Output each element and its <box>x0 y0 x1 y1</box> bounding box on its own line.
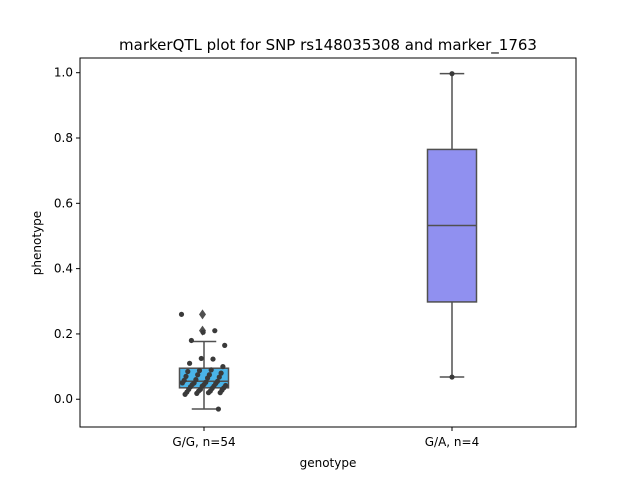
data-point <box>188 337 194 344</box>
x-tick-label: G/G, n=54 <box>172 435 235 449</box>
chart-title: markerQTL plot for SNP rs148035308 and m… <box>119 36 537 55</box>
data-point <box>212 328 218 334</box>
y-tick-label: 0.8 <box>54 131 73 145</box>
data-point <box>182 391 188 397</box>
data-point <box>195 372 201 378</box>
data-point <box>179 380 185 386</box>
data-point <box>185 368 191 375</box>
data-point <box>196 367 203 374</box>
data-point <box>178 311 185 317</box>
data-point <box>205 390 212 396</box>
data-point <box>200 329 206 335</box>
y-axis: 0.0 0.2 0.4 0.6 0.8 1.0 <box>54 66 80 406</box>
data-point <box>218 370 224 376</box>
x-tick-label: G/A, n=4 <box>425 435 479 449</box>
data-point <box>183 373 189 379</box>
data-point <box>449 71 455 77</box>
y-tick-label: 0.6 <box>54 196 73 210</box>
plot-area <box>178 71 478 412</box>
data-point <box>205 375 211 381</box>
data-point <box>222 342 228 348</box>
x-axis: G/G, n=54 G/A, n=4 <box>172 427 479 449</box>
y-tick-label: 0.4 <box>54 262 73 276</box>
y-tick-label: 0.2 <box>54 327 73 341</box>
x-axis-title: genotype <box>300 456 357 470</box>
y-axis-title: phenotype <box>30 211 44 275</box>
outlier-marker <box>199 309 206 320</box>
data-point <box>449 374 455 380</box>
data-point <box>187 360 193 366</box>
data-point <box>217 390 223 396</box>
data-point <box>215 406 221 412</box>
plot-frame <box>79 57 577 428</box>
y-tick-label: 0.0 <box>54 392 73 406</box>
data-point <box>210 356 216 362</box>
data-point <box>198 355 204 362</box>
data-point <box>208 367 214 373</box>
data-point <box>216 374 222 380</box>
y-tick-label: 1.0 <box>54 66 73 80</box>
data-point <box>220 363 226 370</box>
data-point <box>194 390 200 396</box>
